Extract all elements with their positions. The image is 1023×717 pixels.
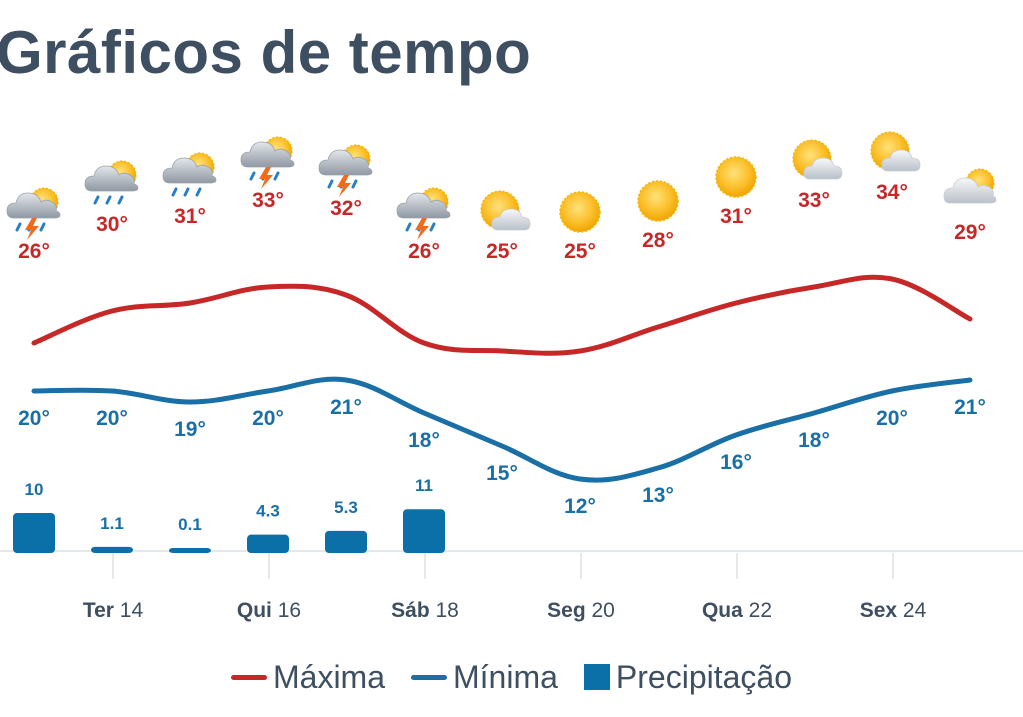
legend-precip-label: Precipitação — [615, 658, 792, 695]
precip-label: 10 — [25, 480, 44, 499]
sun-icon — [637, 180, 679, 222]
x-tick-label: Sex 24 — [860, 599, 927, 622]
max-temp-label: 28° — [642, 229, 674, 252]
max-temperature-line — [31, 274, 973, 356]
min-line-swatch — [411, 674, 447, 680]
legend-item-precip[interactable]: Precipitação — [583, 658, 792, 696]
precip-label: 0.1 — [178, 515, 202, 534]
max-line-swatch — [230, 674, 267, 680]
min-temp-label: 15° — [486, 462, 518, 485]
min-temp-label: 19° — [174, 418, 206, 441]
rain-partly-sunny-icon — [162, 152, 217, 197]
thunderstorm-rain-icon — [240, 136, 295, 189]
max-temp-label: 31° — [720, 205, 752, 228]
x-tick-label: Sáb 18 — [391, 599, 459, 622]
page-title: Gráficos de tempo — [0, 19, 532, 86]
min-temp-label: 13° — [642, 484, 674, 507]
max-temp-label: 32° — [330, 197, 362, 220]
min-temp-label: 20° — [18, 407, 50, 430]
precip-bar[interactable] — [403, 509, 445, 553]
thunderstorm-rain-icon — [318, 144, 373, 197]
min-temp-label: 20° — [876, 407, 908, 430]
sun-icon — [559, 191, 601, 233]
partly-cloudy-icon — [480, 190, 531, 231]
legend-min-label: Mínima — [453, 658, 558, 695]
max-temp-label: 25° — [564, 240, 596, 263]
rain-partly-sunny-icon — [84, 160, 139, 205]
max-temp-label: 29° — [954, 221, 986, 244]
precip-label: 4.3 — [256, 502, 280, 521]
x-tick-label: Qua 22 — [702, 599, 772, 622]
precip-bar[interactable] — [325, 530, 367, 553]
max-temp-label: 33° — [798, 189, 830, 212]
max-temp-label: 25° — [486, 240, 518, 263]
min-temp-label: 21° — [330, 396, 362, 419]
legend-item-min[interactable]: Mínima — [411, 659, 558, 696]
min-temp-label: 20° — [252, 407, 284, 430]
precip-label: 1.1 — [100, 514, 124, 533]
precip-swatch — [583, 664, 610, 690]
precip-bar[interactable] — [169, 548, 211, 553]
precip-bar[interactable] — [13, 513, 55, 553]
thunderstorm-rain-icon — [396, 187, 451, 240]
max-temp-label: 30° — [96, 213, 128, 236]
min-temp-label: 16° — [720, 451, 752, 474]
partly-cloudy-icon — [792, 139, 843, 180]
min-temp-label: 18° — [798, 429, 830, 452]
legend-item-max[interactable]: Máxima — [230, 658, 385, 696]
partly-cloudy-icon — [870, 131, 921, 172]
precip-bar[interactable] — [91, 546, 133, 553]
max-temp-label: 26° — [18, 240, 50, 263]
max-temp-label: 31° — [174, 205, 206, 228]
precip-label: 11 — [415, 476, 433, 495]
sun-icon — [715, 156, 757, 198]
thunderstorm-rain-icon — [6, 187, 61, 240]
max-temp-label: 33° — [252, 189, 284, 212]
legend-max-label: Máxima — [272, 658, 385, 695]
x-tick-label: Qui 16 — [237, 599, 301, 622]
legend: Máxima Mínima Precipitação — [0, 655, 1023, 699]
min-temp-label: 20° — [96, 407, 128, 430]
x-tick-label: Ter 14 — [83, 599, 144, 622]
min-temp-label: 21° — [954, 396, 986, 419]
min-temp-label: 12° — [564, 495, 596, 518]
precip-bar[interactable] — [247, 534, 289, 553]
max-temp-label: 34° — [876, 181, 908, 204]
min-temp-label: 18° — [408, 429, 440, 452]
cloudy-sun-icon — [943, 168, 997, 204]
max-temp-label: 26° — [408, 240, 440, 263]
min-temperature-line — [31, 376, 973, 483]
x-tick-label: Seg 20 — [547, 599, 615, 622]
precip-label: 5.3 — [334, 498, 358, 517]
